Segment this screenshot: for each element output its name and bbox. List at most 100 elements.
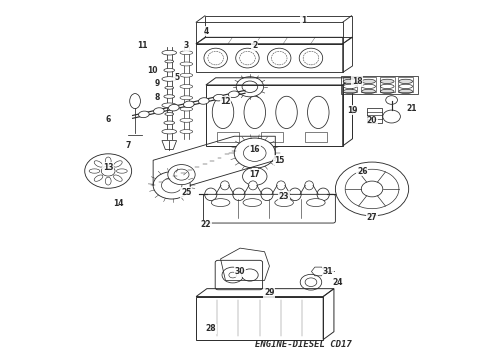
Ellipse shape: [114, 175, 122, 181]
Text: 17: 17: [249, 170, 260, 179]
Ellipse shape: [164, 95, 174, 98]
Ellipse shape: [343, 89, 357, 94]
Ellipse shape: [169, 104, 179, 111]
Ellipse shape: [198, 98, 209, 104]
Ellipse shape: [165, 86, 173, 89]
Text: 22: 22: [201, 220, 211, 229]
Ellipse shape: [180, 130, 193, 134]
Ellipse shape: [162, 103, 176, 108]
Bar: [367, 108, 382, 123]
Text: 25: 25: [181, 188, 192, 197]
Ellipse shape: [130, 94, 141, 109]
Circle shape: [386, 96, 397, 104]
Circle shape: [153, 172, 190, 199]
Circle shape: [101, 166, 115, 176]
Text: 10: 10: [147, 66, 157, 75]
Text: 24: 24: [333, 278, 343, 287]
Text: 14: 14: [113, 199, 123, 208]
Ellipse shape: [362, 84, 375, 89]
Text: 1: 1: [301, 16, 306, 25]
Ellipse shape: [277, 181, 286, 190]
Ellipse shape: [94, 175, 103, 181]
Ellipse shape: [162, 50, 176, 55]
Ellipse shape: [343, 79, 357, 84]
Ellipse shape: [307, 199, 325, 207]
Ellipse shape: [105, 177, 111, 185]
Circle shape: [229, 272, 237, 278]
Text: 26: 26: [357, 167, 368, 176]
Circle shape: [222, 267, 244, 283]
Ellipse shape: [380, 89, 394, 94]
Text: 18: 18: [352, 77, 363, 86]
Text: 12: 12: [220, 96, 231, 105]
Ellipse shape: [180, 107, 193, 111]
Ellipse shape: [243, 199, 262, 207]
Ellipse shape: [164, 68, 174, 72]
Ellipse shape: [205, 188, 217, 201]
Text: 16: 16: [249, 145, 260, 154]
Bar: [196, 44, 343, 72]
Circle shape: [345, 169, 399, 209]
Text: 3: 3: [184, 41, 189, 50]
Ellipse shape: [165, 60, 173, 63]
Ellipse shape: [105, 157, 111, 165]
Text: 21: 21: [406, 104, 416, 113]
Bar: [261, 132, 283, 142]
Circle shape: [236, 77, 264, 97]
Bar: [206, 85, 343, 146]
Ellipse shape: [180, 96, 193, 100]
Ellipse shape: [343, 84, 357, 89]
Ellipse shape: [211, 199, 230, 207]
Ellipse shape: [362, 89, 375, 94]
Text: 9: 9: [154, 79, 160, 88]
Text: 30: 30: [235, 267, 245, 276]
Text: 15: 15: [274, 156, 284, 165]
Circle shape: [174, 169, 189, 180]
Text: 5: 5: [174, 73, 179, 82]
Text: 20: 20: [367, 116, 377, 125]
Ellipse shape: [165, 113, 173, 116]
Ellipse shape: [399, 79, 413, 84]
Circle shape: [162, 178, 182, 193]
Circle shape: [242, 269, 258, 281]
Ellipse shape: [117, 169, 127, 173]
Circle shape: [243, 167, 267, 185]
Text: 13: 13: [103, 163, 114, 172]
Ellipse shape: [317, 188, 329, 201]
Ellipse shape: [380, 79, 394, 84]
Ellipse shape: [180, 51, 193, 55]
Ellipse shape: [299, 48, 323, 68]
Bar: [217, 132, 239, 142]
Ellipse shape: [89, 169, 100, 173]
Ellipse shape: [233, 188, 245, 201]
Text: 28: 28: [205, 324, 216, 333]
Ellipse shape: [399, 89, 413, 94]
Ellipse shape: [204, 48, 227, 68]
Text: 4: 4: [203, 27, 209, 36]
Bar: [196, 297, 323, 339]
Ellipse shape: [162, 77, 176, 81]
Circle shape: [300, 274, 322, 290]
Ellipse shape: [399, 84, 413, 89]
Ellipse shape: [114, 161, 122, 167]
Text: 2: 2: [252, 41, 257, 50]
Text: 29: 29: [264, 288, 275, 297]
Ellipse shape: [183, 101, 194, 108]
Text: 7: 7: [125, 141, 130, 150]
Ellipse shape: [289, 188, 301, 201]
Ellipse shape: [212, 96, 234, 129]
Bar: [341, 76, 418, 94]
Text: ENGINE-DIESEL CD17: ENGINE-DIESEL CD17: [255, 339, 352, 348]
Text: 19: 19: [347, 105, 358, 114]
Circle shape: [168, 165, 195, 185]
Circle shape: [85, 154, 132, 188]
Ellipse shape: [180, 118, 193, 122]
Ellipse shape: [268, 48, 291, 68]
Text: 11: 11: [137, 41, 147, 50]
Ellipse shape: [248, 181, 257, 190]
Text: 23: 23: [279, 192, 289, 201]
Circle shape: [242, 81, 258, 93]
Circle shape: [335, 162, 409, 216]
Ellipse shape: [244, 96, 266, 129]
Ellipse shape: [139, 111, 149, 118]
